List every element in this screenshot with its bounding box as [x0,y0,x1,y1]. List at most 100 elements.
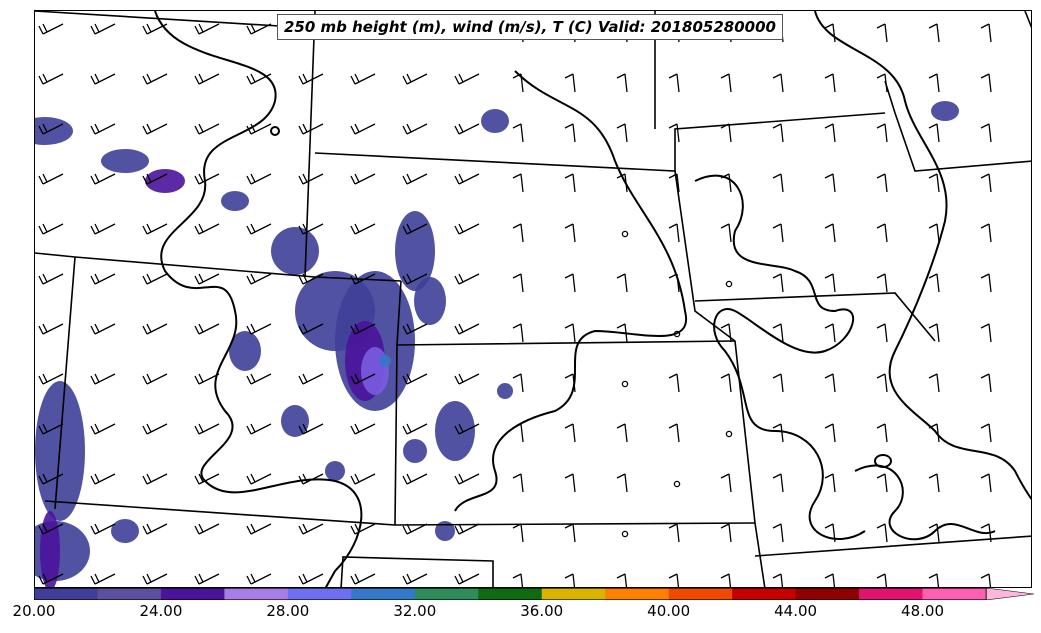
height-contour-loop [874,454,892,468]
wind-barb-icon [512,273,524,293]
wind-barb-icon [876,73,888,93]
colorbar-outline [34,588,987,600]
wind-barb-icon [928,373,940,393]
wind-barb-icon [772,373,784,393]
wind-barb-icon [350,173,376,185]
wind-barb-icon [246,323,272,335]
wind-barb-icon [720,473,732,493]
wind-barb-icon [564,173,576,193]
colorbar-tick-label: 20.00 [12,602,56,620]
wind-barb-icon [980,523,992,543]
border-line [674,170,766,587]
wind-barb-icon [980,423,992,443]
wind-barb-icon [38,273,64,285]
colorbar-segments [34,588,987,600]
wind-speed-blob [145,169,185,193]
wind-barb-icon [980,373,992,393]
wind-barb-icon [38,423,64,435]
wind-barb-icon [402,573,428,585]
wind-barb-icon [928,573,940,587]
wind-barb-icon [350,573,376,585]
wind-barb-icon [876,273,888,293]
wind-barb-icon [38,173,64,185]
colorbar-segment [859,588,924,600]
wind-barb-icon [980,573,992,587]
wind-barb-icon [90,23,116,35]
wind-speed-blob [229,331,261,371]
wind-barb-icon [772,173,784,193]
wind-barb-icon [621,380,629,388]
colorbar-tick-label: 24.00 [139,602,183,620]
wind-barb-icon [824,323,836,343]
wind-barb-icon [298,273,324,285]
wind-barb-icon [454,373,480,385]
wind-barb-icon [454,223,480,235]
wind-barb-icon [194,573,220,585]
wind-speed-blob [101,149,149,173]
wind-barbs [38,23,992,587]
wind-barb-icon [928,473,940,493]
wind-speed-blob [111,519,139,543]
wind-barb-icon [512,423,524,443]
wind-barb-icon [928,123,940,143]
wind-barb-icon [668,573,680,587]
height-contour-loop [270,126,280,136]
wind-barb-icon [668,223,680,243]
wind-speed-blob [435,401,475,461]
wind-barb-icon [38,473,64,485]
wind-barb-icon [876,423,888,443]
wind-barb-icon [402,323,428,335]
wind-barb-icon [298,523,324,535]
border-line [44,500,756,526]
wind-barb-icon [142,223,168,235]
wind-speed-blob [403,439,427,463]
colorbar-segment [414,588,479,600]
wind-barb-icon [142,173,168,185]
wind-barb-icon [90,523,116,535]
wind-barb-icon [564,323,576,343]
wind-barb-icon [246,523,272,535]
wind-barb-icon [90,273,116,285]
wind-barb-icon [928,223,940,243]
wind-barb-icon [876,373,888,393]
wind-barb-icon [246,223,272,235]
wind-barb-icon [668,173,680,193]
wind-barb-icon [298,423,324,435]
wind-barb-icon [824,73,836,93]
wind-barb-icon [142,23,168,35]
colorbar [34,588,1034,600]
border-line [314,112,886,172]
wind-barb-icon [194,223,220,235]
wind-barb-icon [246,423,272,435]
wind-barb-icon [512,323,524,343]
wind-speed-blob [497,383,513,399]
colorbar-segment [351,588,416,600]
wind-barb-icon [142,273,168,285]
wind-speed-blob [481,109,509,133]
map-title: 250 mb height (m), wind (m/s), T (C) Val… [277,14,783,40]
wind-barb-icon [38,123,64,135]
wind-barb-icon [772,523,784,543]
wind-barb-icon [772,323,784,343]
wind-barb-icon [90,173,116,185]
wind-barb-icon [194,23,220,35]
colorbar-extend-arrow [985,588,1034,600]
wind-barb-icon [454,273,480,285]
map-panel [34,10,1032,588]
wind-barb-icon [298,223,324,235]
wind-barb-icon [90,373,116,385]
colorbar-segment [732,588,797,600]
colorbar-segment [795,588,860,600]
wind-barb-icon [142,423,168,435]
height-contour-west [154,11,363,587]
wind-barb-icon [142,323,168,335]
wind-barb-icon [246,473,272,485]
wind-barb-icon [350,323,376,335]
wind-barb-icon [90,473,116,485]
height-contour-east-1 [694,174,866,541]
wind-barb-icon [824,473,836,493]
map-canvas [35,11,1031,587]
wind-speed-blob [40,511,60,587]
wind-barb-icon [824,523,836,543]
wind-barb-icon [350,373,376,385]
